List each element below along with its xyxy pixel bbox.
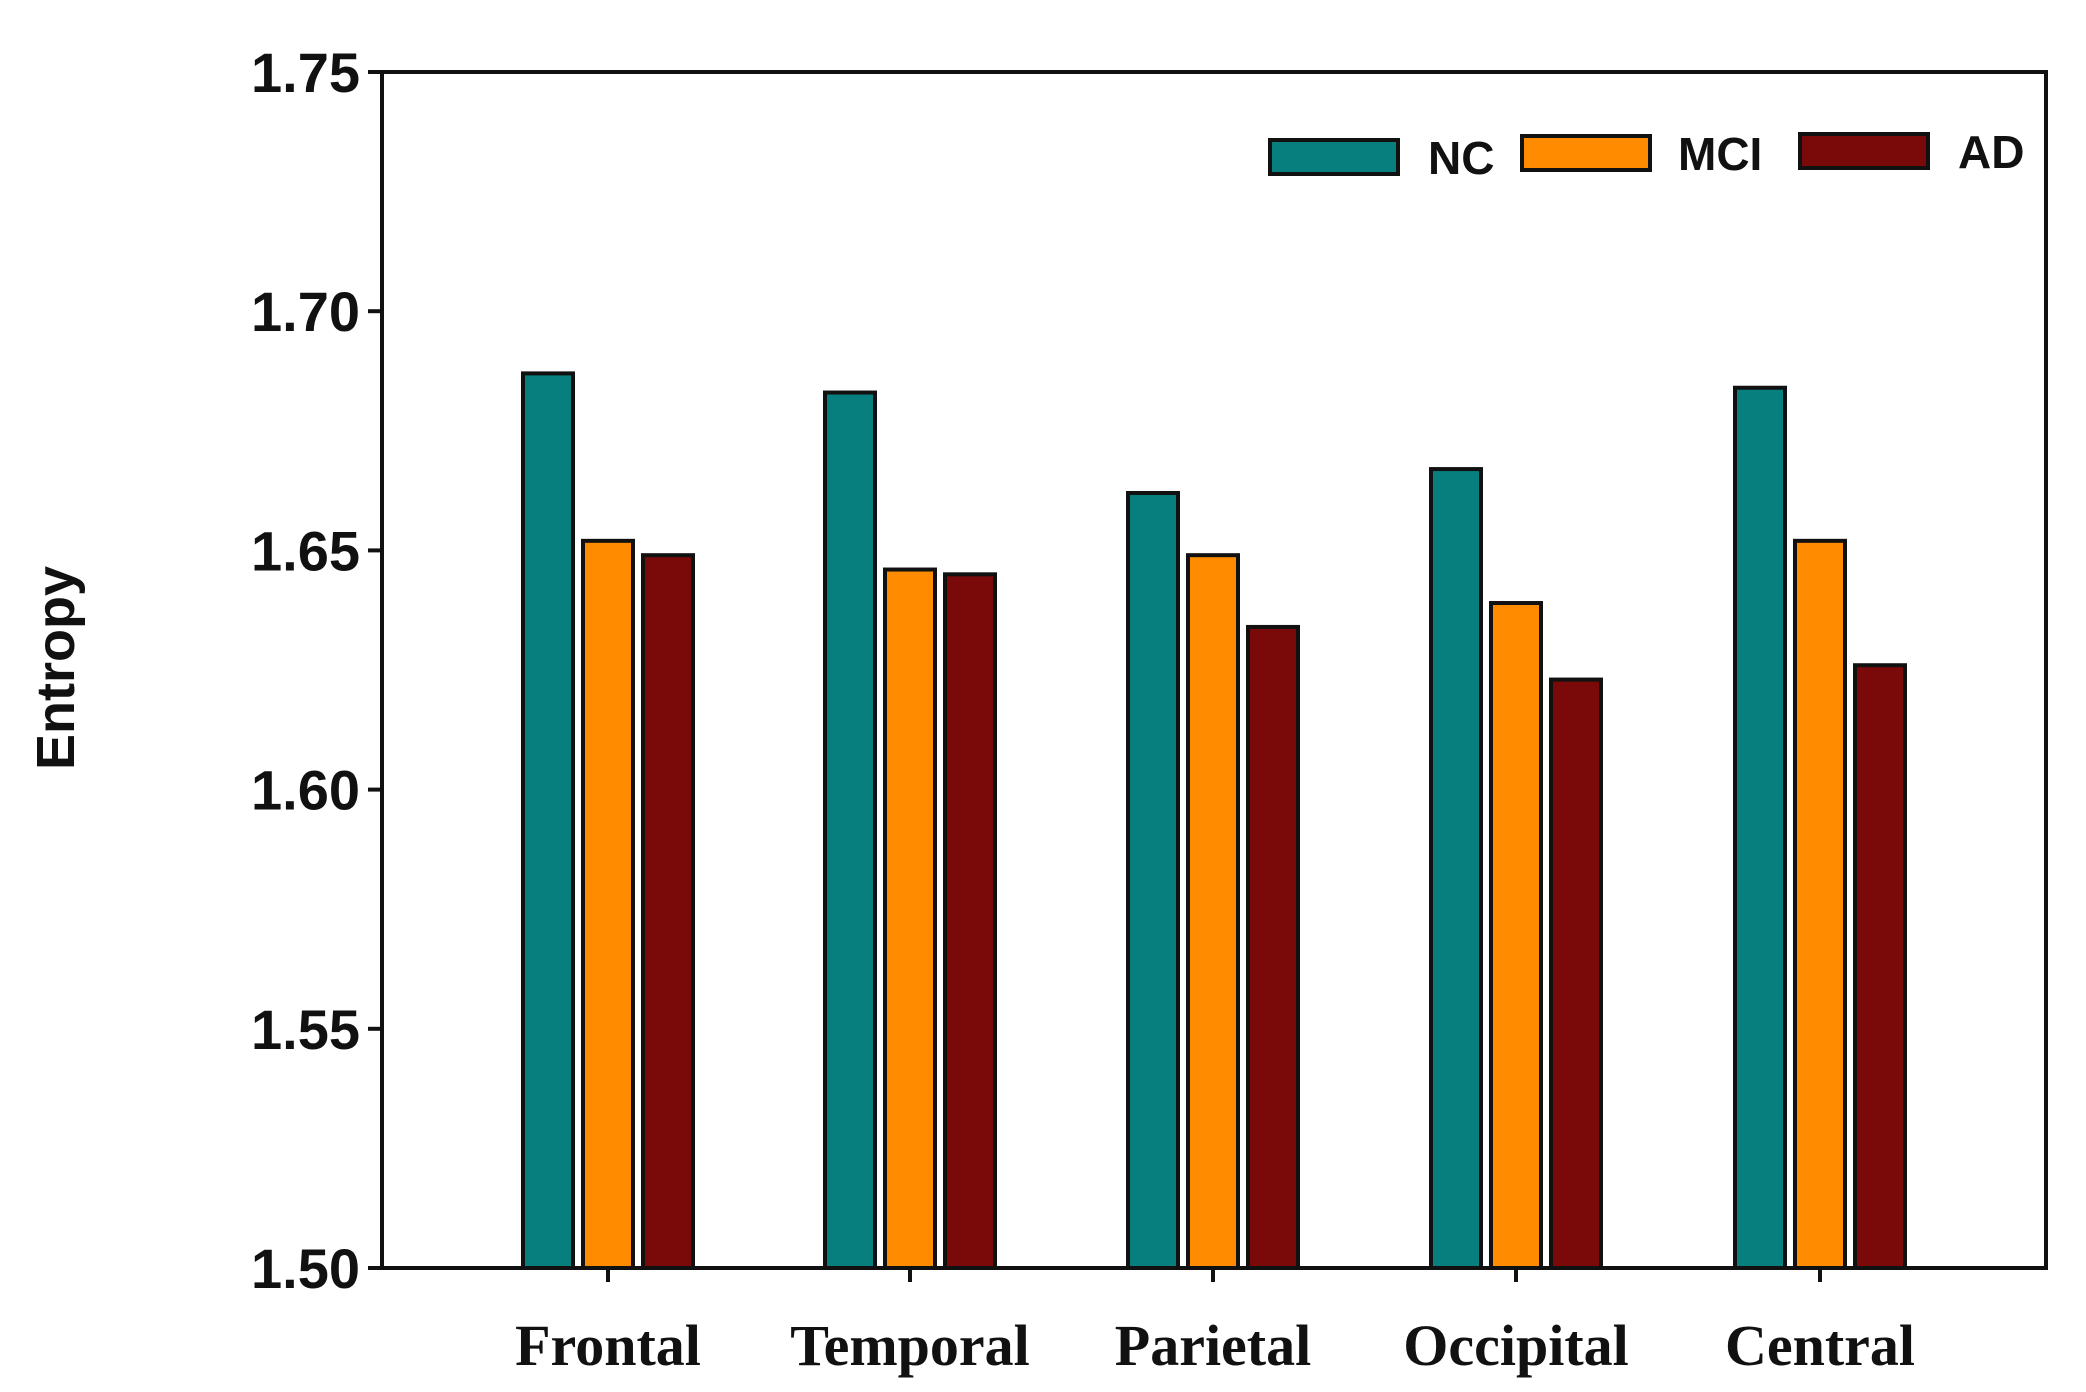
x-tick-label: Central xyxy=(1725,1313,1915,1378)
bar-ad-occipital xyxy=(1549,677,1603,1270)
legend-swatch-mci xyxy=(1520,134,1652,172)
y-tick-label: 1.70 xyxy=(251,280,360,343)
bar-ad-temporal xyxy=(943,572,997,1270)
bar-nc-parietal xyxy=(1126,490,1180,1270)
bar-nc-occipital xyxy=(1429,467,1483,1270)
x-tick-label: Parietal xyxy=(1115,1313,1311,1378)
bar-mci-occipital xyxy=(1489,601,1543,1270)
y-tick-label: 1.75 xyxy=(251,41,360,104)
bar-nc-frontal xyxy=(521,371,575,1270)
x-tick-label: Occipital xyxy=(1403,1313,1629,1378)
x-axis: Frontal Temporal Parietal Occipital Central xyxy=(515,1268,1915,1378)
y-axis: 1.50 1.55 1.60 1.65 1.70 1.75 xyxy=(251,41,382,1300)
y-tick-label: 1.65 xyxy=(251,519,360,582)
legend-swatch-nc xyxy=(1268,138,1400,176)
bar-mci-frontal xyxy=(581,538,635,1270)
bar-ad-parietal xyxy=(1246,624,1300,1270)
bar-nc-temporal xyxy=(823,390,877,1270)
bar-nc-central xyxy=(1733,385,1787,1270)
bar-ad-central xyxy=(1853,663,1907,1270)
x-tick-label: Frontal xyxy=(515,1313,701,1378)
y-tick-label: 1.50 xyxy=(251,1237,360,1300)
bar-mci-parietal xyxy=(1186,553,1240,1270)
y-tick-label: 1.55 xyxy=(251,998,360,1061)
bar-mci-central xyxy=(1793,538,1847,1270)
legend-label-ad: AD xyxy=(1958,126,2024,178)
y-axis-label: Entropy xyxy=(26,566,86,770)
bar-ad-frontal xyxy=(641,553,695,1270)
bar-mci-temporal xyxy=(883,567,937,1270)
legend-label-nc: NC xyxy=(1428,132,1494,184)
x-tick-label: Temporal xyxy=(790,1313,1030,1378)
legend-swatch-ad xyxy=(1798,132,1930,170)
legend-label-mci: MCI xyxy=(1678,128,1762,180)
bars xyxy=(521,371,1907,1270)
y-tick-label: 1.60 xyxy=(251,759,360,822)
legend: NC MCI AD xyxy=(1268,126,2024,184)
